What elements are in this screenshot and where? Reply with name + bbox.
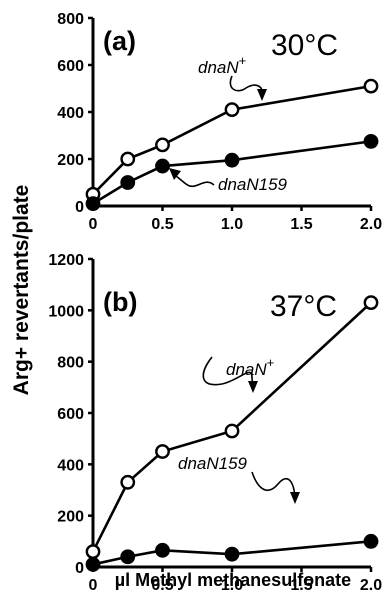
x-axis-label: µl Methyl methanesulfonate [115,570,351,590]
x-tick-label: 1.0 [221,216,243,233]
x-tick-label: 1.5 [290,216,312,233]
data-point [120,549,136,565]
data-point [155,158,170,174]
data-point [224,546,240,562]
data-point [85,196,101,212]
x-tick-label: 1.0 [221,577,243,594]
y-tick-label: 200 [57,509,84,526]
x-tick-label: 0 [89,216,98,233]
series-line [92,140,372,205]
y-tick-label: 200 [57,152,84,169]
y-tick-label: 1200 [48,252,84,269]
data-point [363,533,379,549]
data-point [363,295,379,311]
x-tick-label: 0 [89,577,98,594]
panel-label: (b) [103,287,137,317]
y-tick-label: 0 [75,560,84,577]
x-tick-label: 1.5 [290,577,312,594]
y-axis-label: Arg+ revertants/plate [10,185,33,396]
y-tick-label: 600 [57,406,84,423]
y-tick-label: 1000 [48,303,84,320]
data-point [224,423,240,439]
data-point [85,544,101,559]
y-tick-label: 800 [57,355,84,372]
data-point [224,152,240,168]
annotation-arrow [202,356,254,389]
arrowhead [290,492,300,504]
data-point [363,133,379,149]
annotation-arrow [251,471,296,499]
temperature-label: 37°C [270,290,337,323]
data-point [120,175,136,190]
x-tick-label: 2.0 [360,577,382,594]
arrowhead [169,168,181,180]
y-tick-label: 400 [57,105,84,122]
data-point [155,542,170,558]
x-tick-label: 0.5 [151,216,173,233]
temperature-label: 30°C [271,29,338,62]
data-point [85,557,101,572]
data-point [363,78,379,94]
y-tick-label: 400 [57,457,84,474]
y-tick-label: 600 [57,58,84,75]
data-point [120,474,136,490]
y-tick-label: 0 [75,199,84,216]
panel-label: (a) [103,26,136,56]
panel-b: (b) 37°C 0 200 400 600 800 1000 1200 0 0.5 1.0 1.5… [48,252,382,594]
panel-a: (a) 30°C 0 200 400 600 800 0 0.5 1.0 1.5 2.0 dnaN+… [57,11,382,233]
data-point [155,444,170,459]
data-point [120,151,136,167]
data-point [224,102,240,118]
annotation-label: dnaN+ [226,355,274,379]
annotation-arrow [175,175,215,188]
annotation-label: dnaN159 [218,175,288,194]
y-tick-label: 800 [57,11,84,28]
arrowhead [248,381,258,393]
data-point [155,137,170,153]
annotation-label: dnaN+ [198,53,246,77]
arrowhead [257,89,267,101]
annotation-label: dnaN159 [178,454,248,473]
x-tick-label: 2.0 [360,216,382,233]
x-tick-label: 0.5 [151,577,173,594]
annotation-arrow [229,75,264,97]
